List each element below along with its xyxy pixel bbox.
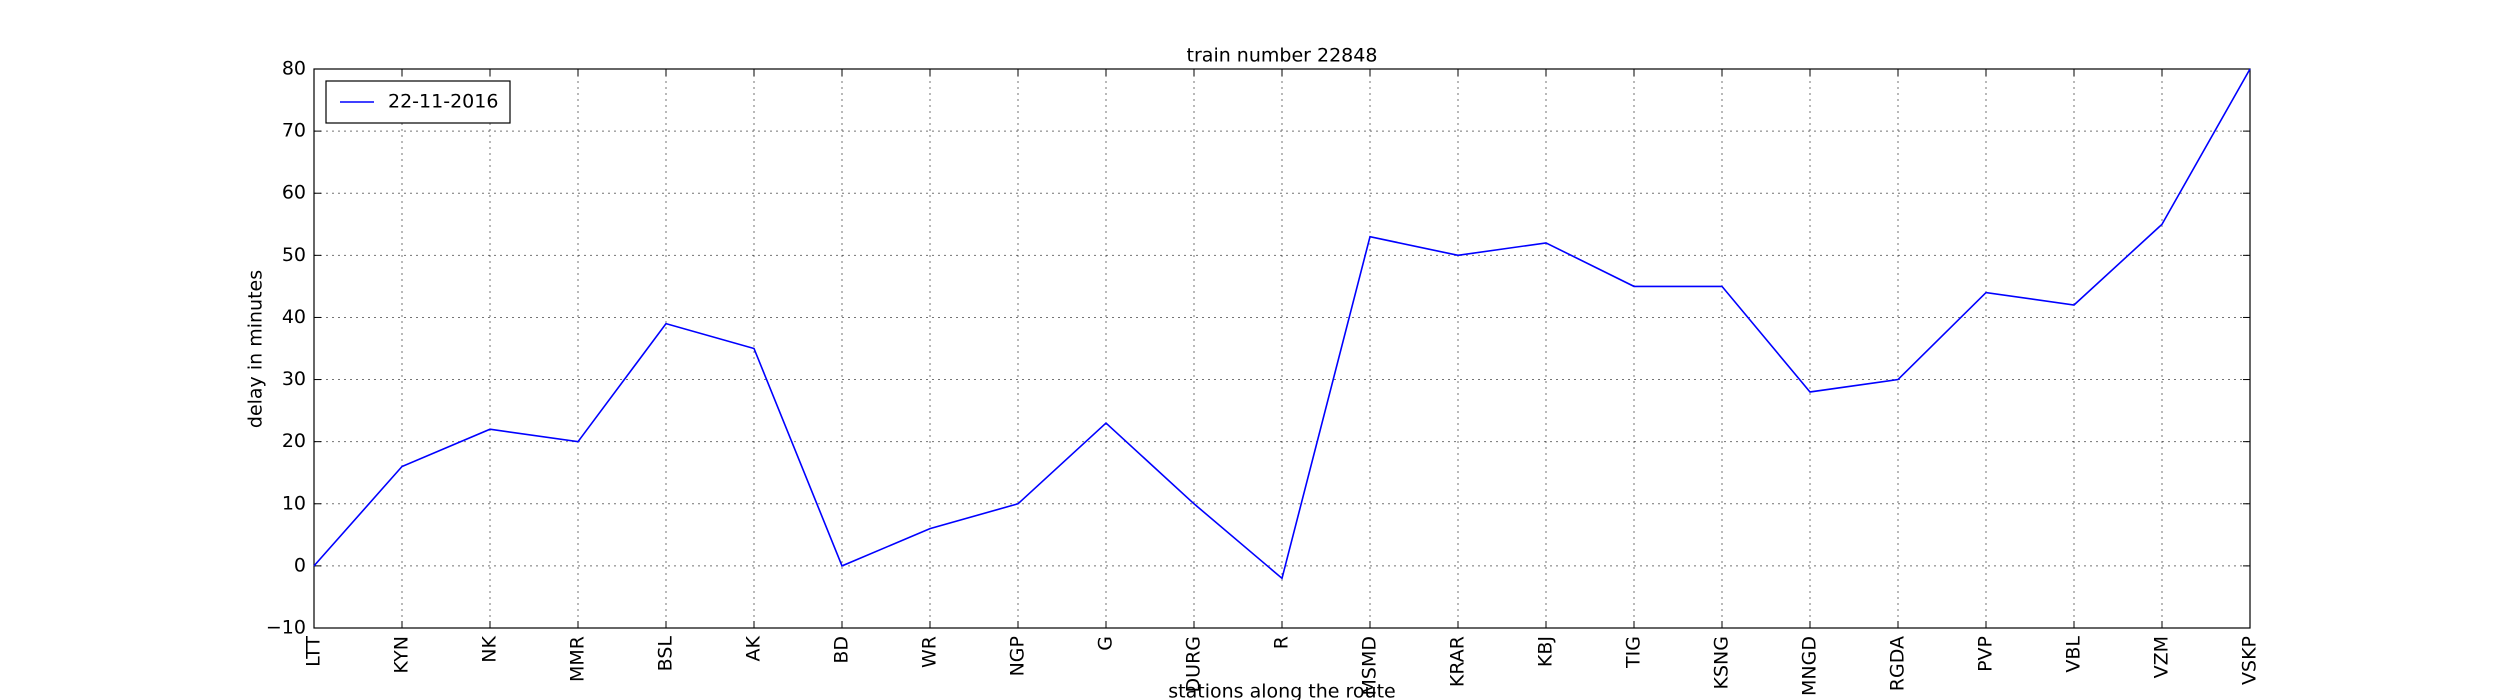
x-tick-label: KSNG: [1711, 636, 1733, 689]
x-tick-label: VZM: [2151, 636, 2173, 678]
x-tick-label: MSMD: [1359, 636, 1381, 695]
x-tick-label: MNGD: [1799, 636, 1821, 696]
x-tick-label: VSKP: [2239, 636, 2261, 685]
x-tick-label: R: [1271, 636, 1293, 649]
chart-title: train number 22848: [1187, 45, 1378, 67]
x-tick-label: AK: [743, 635, 765, 661]
x-tick-label: DURG: [1183, 636, 1205, 692]
x-tick-label: NGP: [1007, 636, 1029, 676]
legend: 22-11-2016: [325, 80, 511, 124]
plot-frame: [313, 68, 2251, 629]
x-tick-label: RGDA: [1887, 636, 1909, 691]
x-tick-label: KRAR: [1447, 636, 1469, 687]
y-axis-label: delay in minutes: [245, 270, 267, 428]
y-tick-label: 10: [282, 492, 306, 514]
y-tick-label: 30: [282, 368, 306, 390]
x-tick-label: WR: [919, 636, 941, 668]
y-tick-label: 60: [282, 182, 306, 204]
x-axis-label: stations along the route: [1168, 681, 1395, 700]
y-tick-label: 80: [282, 58, 306, 80]
x-tick-label: PVP: [1975, 636, 1997, 672]
legend-label: 22-11-2016: [388, 91, 498, 113]
x-tick-label: BD: [831, 636, 853, 664]
line-series: [313, 68, 2251, 580]
x-tick-label: NK: [479, 635, 501, 662]
x-tick-label: MMR: [567, 636, 589, 682]
y-tick-label: 50: [282, 244, 306, 266]
y-tick-label: 20: [282, 430, 306, 452]
y-tick-label: 0: [294, 554, 306, 576]
x-tick-label: G: [1095, 636, 1117, 651]
x-tick-label: KBJ: [1535, 636, 1557, 667]
y-tick-label: −10: [266, 617, 306, 639]
x-tick-label: KYN: [391, 636, 413, 674]
y-tick-label: 40: [282, 306, 306, 328]
x-tick-label: LTT: [303, 636, 325, 667]
y-tick-label: 70: [282, 120, 306, 142]
x-tick-label: TIG: [1623, 636, 1645, 669]
x-tick-label: VBL: [2063, 636, 2085, 673]
x-tick-label: BSL: [655, 636, 677, 672]
